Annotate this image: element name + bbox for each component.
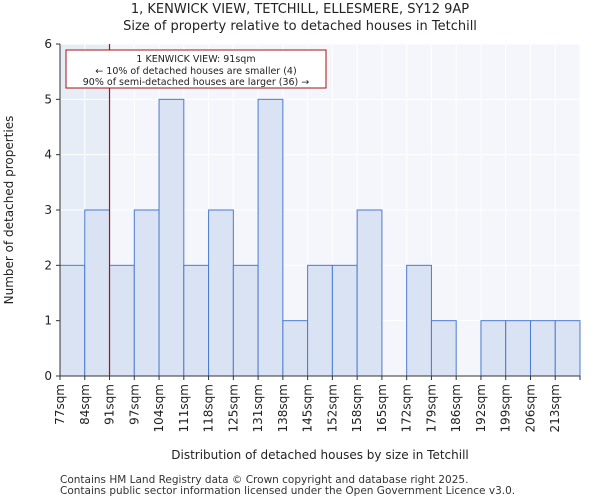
histogram-bar [282, 320, 309, 377]
x-tick-label: 152sqm [325, 384, 339, 432]
histogram-bar [480, 320, 507, 377]
y-axis-label: Number of detached properties [2, 116, 16, 305]
x-tick-label: 97sqm [127, 384, 141, 425]
y-tick-label: 3 [44, 203, 52, 217]
x-tick-label: 118sqm [202, 384, 216, 432]
x-tick-label: 199sqm [499, 384, 513, 432]
footer-attribution-1: Contains HM Land Registry data © Crown c… [60, 474, 469, 486]
y-tick-label: 1 [44, 314, 52, 328]
chart-subtitle: Size of property relative to detached ho… [123, 19, 477, 34]
x-tick-label: 213sqm [548, 384, 562, 432]
histogram-bar [554, 320, 581, 377]
histogram-bar [307, 264, 333, 377]
x-tick-label: 77sqm [53, 384, 67, 425]
annotation-line: ← 10% of detached houses are smaller (4) [95, 66, 296, 77]
histogram-bar [505, 320, 531, 377]
histogram-bar [208, 209, 234, 377]
x-axis-label: Distribution of detached houses by size … [171, 448, 469, 462]
x-tick-label: 138sqm [276, 384, 290, 432]
histogram-bar [59, 264, 86, 377]
x-tick-label: 172sqm [400, 384, 414, 432]
y-tick-label: 0 [44, 369, 52, 383]
x-tick-label: 158sqm [350, 384, 364, 432]
x-tick-label: 131sqm [251, 384, 265, 432]
y-tick-label: 2 [44, 258, 52, 272]
x-tick-label: 91sqm [103, 384, 117, 425]
x-tick-label: 179sqm [424, 384, 438, 432]
annotation-box [65, 49, 327, 89]
histogram-bar [183, 264, 210, 377]
y-tick-label: 5 [44, 92, 52, 106]
histogram-bar [158, 98, 185, 377]
histogram-bar [109, 264, 135, 377]
y-tick-label: 6 [44, 37, 52, 51]
annotation-line: 1 KENWICK VIEW: 91sqm [136, 54, 255, 65]
x-tick-label: 192sqm [474, 384, 488, 432]
x-tick-label: 125sqm [226, 384, 240, 432]
histogram-bar [232, 264, 259, 377]
histogram-bar [356, 209, 383, 377]
footer-attribution-2: Contains public sector information licen… [60, 485, 516, 497]
histogram-bar [406, 264, 432, 377]
histogram-chart: 0 1 2 3 4 5 6 77sqm 84sqm 91sqm 97sqm 104sqm 111sqm 1… [2, 37, 581, 462]
chart-title: 1, KENWICK VIEW, TETCHILL, ELLESMERE, SY… [130, 2, 470, 17]
x-tick-label: 165sqm [375, 384, 389, 432]
histogram-bar [430, 320, 457, 377]
y-tick-label: 4 [44, 148, 52, 162]
histogram-bar [529, 320, 556, 377]
x-tick-label: 111sqm [177, 384, 191, 432]
annotation-line: 90% of semi-detached houses are larger (… [83, 77, 310, 88]
histogram-bar [331, 264, 358, 377]
histogram-bar [84, 209, 111, 377]
x-tick-label: 186sqm [449, 384, 463, 432]
x-tick-label: 206sqm [523, 384, 537, 432]
histogram-bar [133, 209, 160, 377]
x-tick-label: 84sqm [78, 384, 92, 425]
x-tick-label: 104sqm [152, 384, 166, 432]
histogram-bar [257, 98, 284, 377]
x-tick-label: 145sqm [301, 384, 315, 432]
